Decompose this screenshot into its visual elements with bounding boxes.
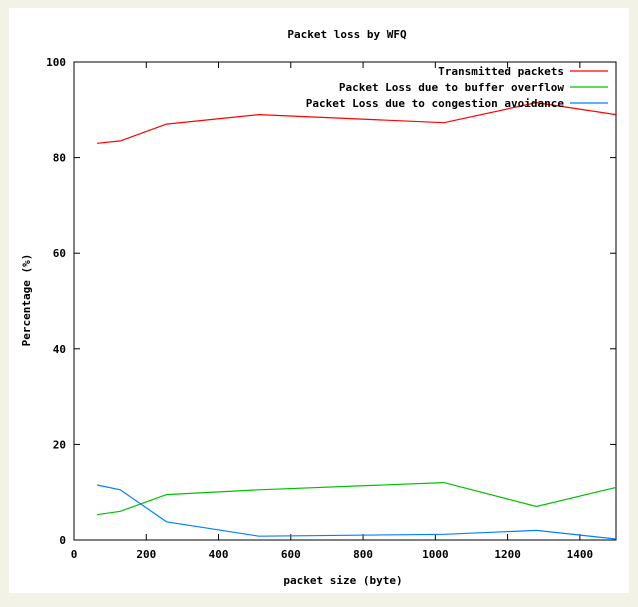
legend-label-1: Transmitted packets [438,65,564,78]
chart-title: Packet loss by WFQ [287,28,407,41]
series-line-1 [97,101,617,144]
legend-label-3: Packet Loss due to congestion avoidance [306,97,565,110]
x-tick-label: 600 [281,548,301,561]
x-tick-label: 400 [209,548,229,561]
series-group [96,101,617,540]
x-tick-label: 200 [136,548,156,561]
y-tick-label: 80 [53,152,66,165]
y-tick-label: 100 [46,56,66,69]
legend: Transmitted packets Packet Loss due to bu… [306,65,608,110]
y-axis-label: Percentage (%) [20,254,33,347]
x-tick-label: 1200 [494,548,521,561]
y-tick-label: 0 [59,534,66,547]
y-tick-label: 20 [53,438,66,451]
plot-area-border [73,61,617,541]
x-tick-label: 0 [71,548,78,561]
series-line-3 [96,484,617,540]
x-axis-label: packet size (byte) [283,574,402,587]
legend-label-2: Packet Loss due to buffer overflow [339,81,565,94]
series-line-2 [97,481,617,516]
y-tick-label: 40 [53,343,66,356]
y-tick-label: 60 [53,247,66,260]
x-tick-label: 800 [353,548,373,561]
x-tick-label: 1400 [567,548,594,561]
x-tick-label: 1000 [422,548,449,561]
